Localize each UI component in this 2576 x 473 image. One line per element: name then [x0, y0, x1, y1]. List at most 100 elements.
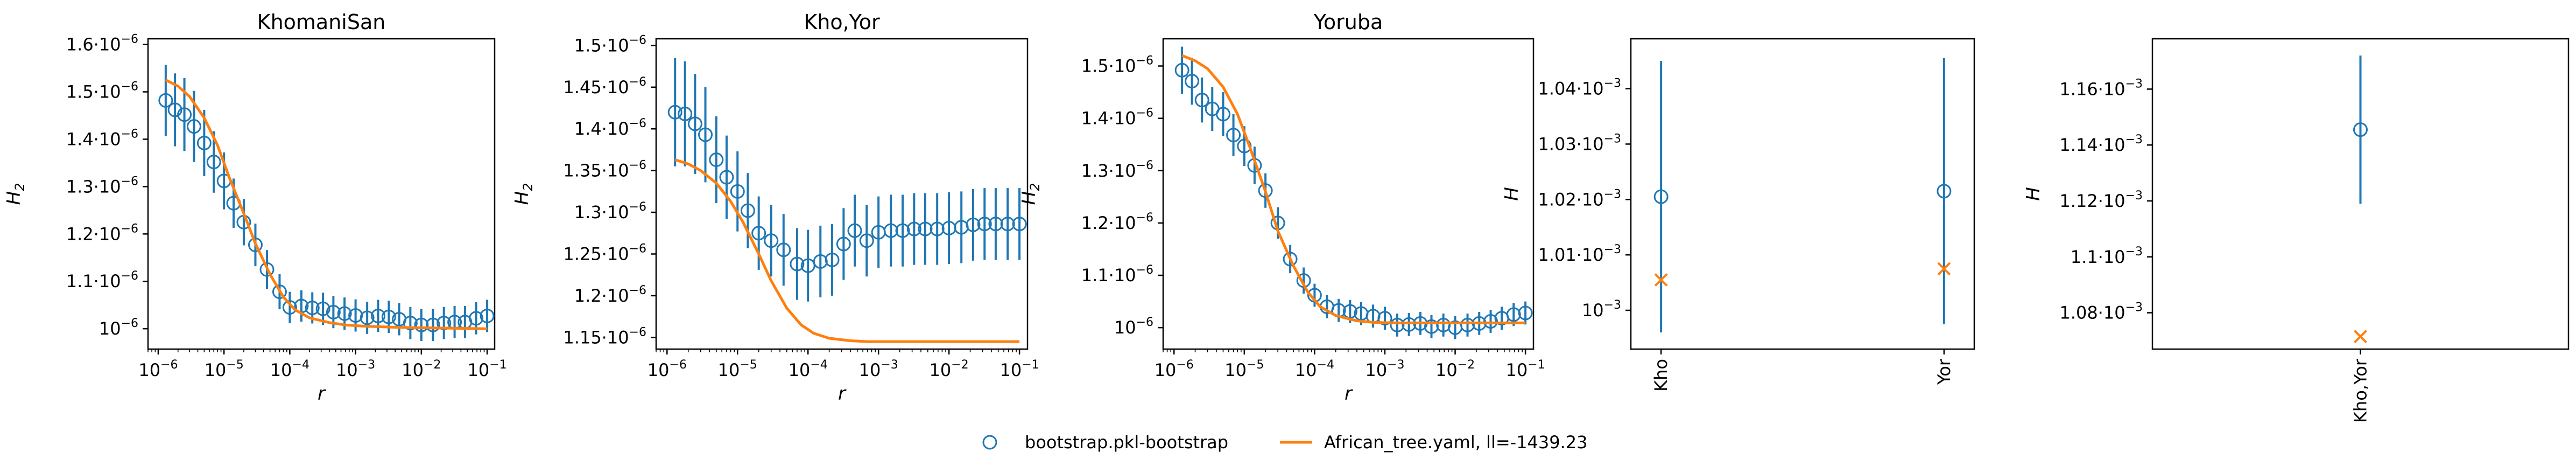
- data-point: [1483, 314, 1498, 329]
- y-tick-label: 1.1·10−6: [1081, 263, 1153, 286]
- y-axis-label: H2: [3, 183, 27, 205]
- axes-frame: [1630, 38, 1975, 350]
- x-tick-label: Yor: [1934, 358, 1954, 385]
- y-tick-label: 1.12·10−3: [2059, 189, 2143, 211]
- data-point: [272, 284, 287, 300]
- y-axis-label: H2: [511, 183, 536, 205]
- data-point: [305, 300, 320, 315]
- x-tick-label: 10−4: [270, 358, 309, 380]
- data-point: [1194, 93, 1209, 108]
- data-point: [918, 221, 933, 236]
- data-point: [480, 308, 495, 323]
- data-point: [1258, 183, 1273, 198]
- data-point: [687, 116, 702, 131]
- y-tick-label: 1.1·10−6: [66, 269, 138, 291]
- data-point: [1377, 311, 1392, 326]
- y-tick-label: 1.15·10−6: [563, 325, 646, 347]
- y-tick-label: 1.03·10−3: [1538, 132, 1621, 154]
- x-tick-label: 10−4: [1295, 358, 1334, 380]
- data-point: [259, 262, 275, 277]
- y-axis-label: H: [2023, 187, 2044, 201]
- y-tick-label: 10−3: [1582, 298, 1621, 321]
- data-point: [790, 256, 805, 272]
- axes-frame: [1162, 38, 1535, 350]
- panel-title: Kho,Yor: [804, 10, 880, 34]
- legend-label-model: African_tree.yaml, ll=-1439.23: [1324, 432, 1588, 453]
- x-tick-label: 10−1: [1506, 358, 1545, 380]
- data-point: [1185, 74, 1200, 89]
- y-tick-label: 1.45·10−6: [563, 75, 646, 98]
- y-tick-label: 1.6·10−6: [66, 33, 138, 55]
- legend-marker-bootstrap: [982, 435, 997, 450]
- x-tick-label: 10−3: [336, 358, 375, 380]
- y-tick-label: 1.3·10−6: [66, 175, 138, 197]
- x-tick-label: 10−6: [647, 358, 687, 380]
- data-point: [381, 309, 396, 324]
- x-tick-label: 10−3: [859, 358, 898, 380]
- data-point: [764, 233, 779, 248]
- y-tick-label: 1.5·10−6: [66, 80, 138, 102]
- x-tick-label: 10−6: [138, 358, 178, 380]
- data-point: [469, 311, 484, 326]
- data-point: [776, 242, 791, 258]
- x-tick-label: 10−2: [1435, 358, 1475, 380]
- y-tick-label: 1.16·10−3: [2059, 77, 2143, 99]
- y-tick-label: 1.01·10−3: [1538, 243, 1621, 265]
- model-cross-marker: [1654, 273, 1668, 287]
- y-tick-label: 1.08·10−3: [2059, 301, 2143, 323]
- data-point: [1506, 307, 1521, 322]
- panel-4: 10−3 1.01·10−3 1.02·10−3 1.03·10−3 1.04·10−3…: [1501, 38, 1975, 392]
- data-point: [836, 236, 851, 252]
- x-tick-label: 10−5: [1224, 358, 1264, 380]
- data-point: [360, 310, 375, 325]
- y-tick-label: 1.4·10−6: [66, 127, 138, 149]
- data-point: [206, 155, 221, 170]
- x-tick-label: 10−1: [1000, 358, 1039, 380]
- y-axis-label: H2: [1018, 183, 1043, 205]
- data-point: [988, 217, 1003, 232]
- panel-title: Yoruba: [1313, 10, 1383, 34]
- panel-2: Kho,Yor 1.15·10−6 1.2·10−6 1.25·10−6 1.3·10−…: [511, 10, 1039, 405]
- data-point: [177, 107, 192, 122]
- x-axis-label: r: [838, 383, 847, 405]
- panel-3: Yoruba 10−6 1.1·10−6 1.2·10−6 1.3·10−6 1.4·10…: [1018, 10, 1545, 405]
- x-tick-label: 10−5: [205, 358, 244, 380]
- x-tick-label: Kho,Yor: [2350, 358, 2371, 423]
- y-tick-label: 10−6: [99, 317, 138, 339]
- data-point: [403, 316, 418, 331]
- panel-1: KhomaniSan 10−6 1.1·10−6 1.2·10−6 1.3·10−6 1.…: [3, 10, 507, 405]
- data-point: [196, 135, 212, 150]
- data-point: [667, 105, 682, 120]
- data-point: [883, 223, 898, 238]
- data-point: [719, 170, 734, 185]
- model-line: [1181, 54, 1526, 324]
- data-point: [425, 317, 440, 332]
- data-point: [1000, 217, 1015, 232]
- y-tick-label: 1.5·10−6: [1081, 54, 1153, 76]
- legend: bootstrap.pkl-bootstrap African_tree.yam…: [982, 432, 1588, 453]
- y-tick-label: 1.4·10−6: [1081, 107, 1153, 129]
- data-point: [2353, 122, 2368, 137]
- data-point: [906, 221, 921, 236]
- data-point: [1174, 62, 1190, 78]
- data-point: [859, 233, 874, 248]
- data-point: [895, 223, 910, 238]
- data-point: [1402, 317, 1417, 332]
- y-tick-label: 1.04·10−3: [1538, 77, 1621, 99]
- y-tick-label: 1.2·10−6: [574, 284, 646, 306]
- data-point: [414, 317, 429, 332]
- model-cross-marker: [1937, 262, 1951, 276]
- x-tick-label: Kho: [1651, 359, 1671, 392]
- data-point: [337, 306, 352, 321]
- data-point: [1518, 305, 1533, 321]
- x-tick-label: 10−2: [402, 358, 441, 380]
- data-point: [1390, 317, 1405, 332]
- x-tick-label: 10−6: [1155, 358, 1194, 380]
- data-point: [282, 300, 297, 315]
- y-tick-label: 1.3·10−6: [1081, 159, 1153, 181]
- y-tick-label: 1.1·10−3: [2071, 245, 2143, 267]
- model-line: [674, 158, 1020, 343]
- model-cross-marker: [2354, 330, 2367, 344]
- data-point: [930, 221, 945, 236]
- data-point: [800, 258, 815, 273]
